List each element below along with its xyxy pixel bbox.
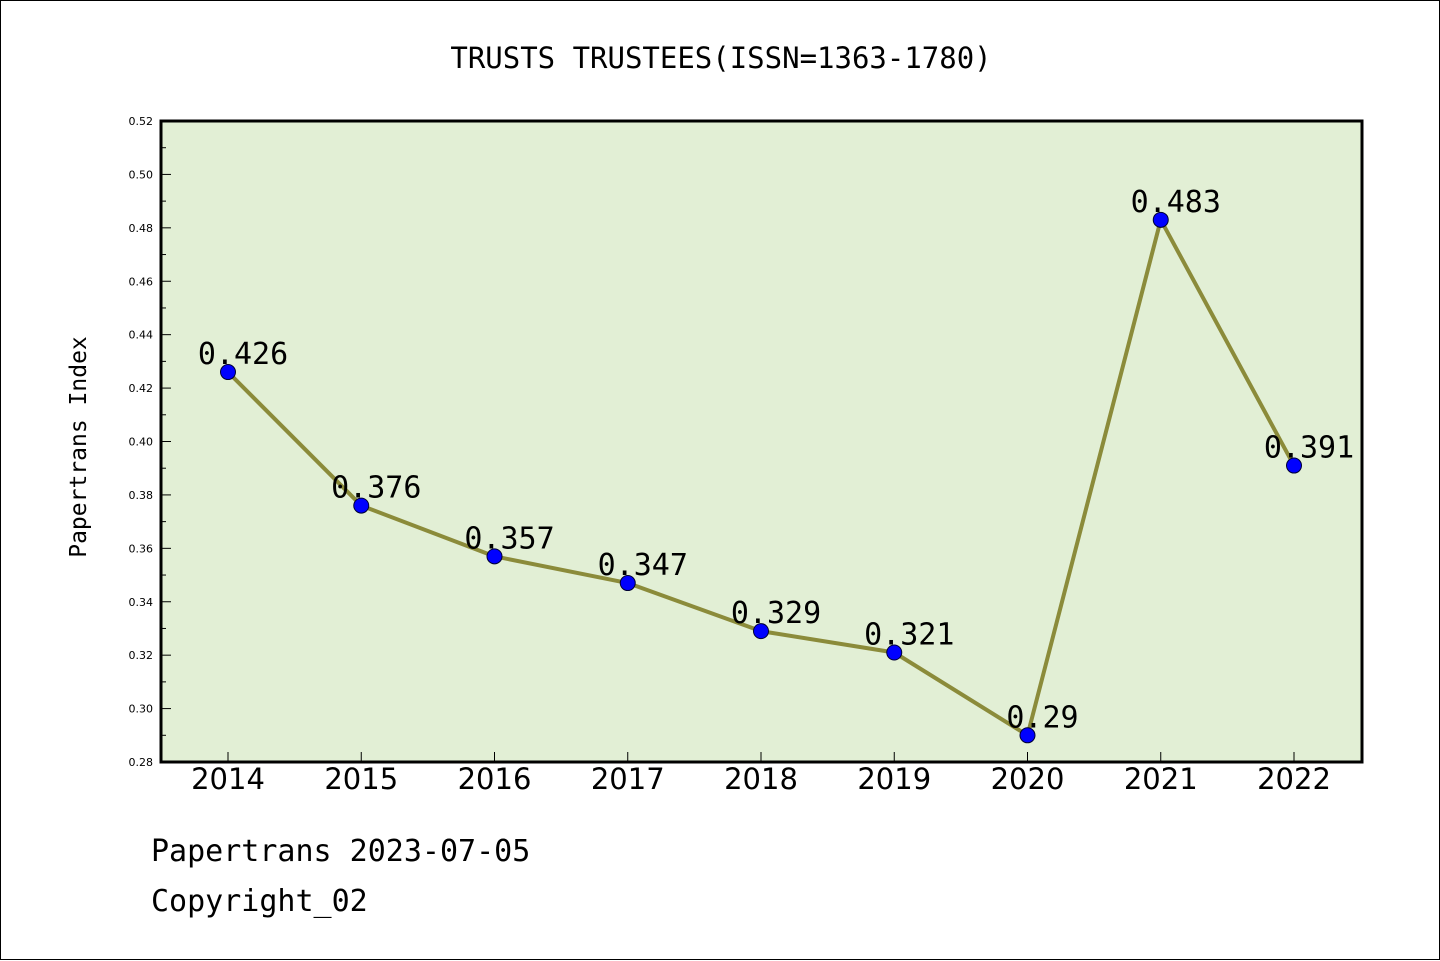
data-label: 0.391 bbox=[1264, 431, 1354, 466]
data-point bbox=[1152, 211, 1169, 228]
data-point bbox=[353, 497, 370, 514]
footer-copyright: Copyright_02 bbox=[151, 884, 368, 919]
x-tick-label: 2017 bbox=[591, 762, 665, 796]
y-axis: 0.28 0.30 0.32 0.34 0.36 0.38 0.40 0.42 0.44 0.46… bbox=[129, 115, 171, 769]
data-point bbox=[1286, 457, 1302, 474]
y-tick-label: 0.32 bbox=[129, 649, 154, 662]
data-label: 0.329 bbox=[731, 596, 821, 631]
y-tick-label: 0.46 bbox=[129, 275, 154, 288]
x-tick-label: 2021 bbox=[1124, 762, 1198, 796]
chart-title: TRUSTS TRUSTEES(ISSN=1363-1780) bbox=[450, 41, 991, 75]
data-point bbox=[486, 548, 503, 565]
data-label: 0.357 bbox=[464, 521, 554, 556]
y-tick-label: 0.40 bbox=[129, 436, 154, 449]
data-point bbox=[886, 644, 903, 661]
x-axis: 2014 2015 2016 2017 2018 2019 2020 2021 2022 bbox=[191, 752, 1331, 796]
x-tick-label: 2022 bbox=[1257, 762, 1331, 796]
y-tick-label: 0.48 bbox=[129, 222, 154, 235]
data-label: 0.483 bbox=[1131, 185, 1221, 220]
x-tick-label: 2020 bbox=[991, 762, 1065, 796]
data-point bbox=[619, 575, 636, 592]
y-tick-label: 0.52 bbox=[129, 115, 154, 128]
y-tick-label: 0.28 bbox=[129, 756, 154, 769]
data-label: 0.321 bbox=[864, 617, 954, 652]
y-tick-label: 0.38 bbox=[129, 489, 154, 502]
x-tick-label: 2015 bbox=[324, 762, 398, 796]
y-tick-label: 0.44 bbox=[129, 329, 154, 342]
plot-area bbox=[159, 119, 1364, 764]
data-point bbox=[220, 364, 236, 381]
series-group: 0.426 0.376 0.357 0.347 0.329 0.321 0.29 0.483 0… bbox=[198, 185, 1354, 744]
x-tick-label: 2018 bbox=[724, 762, 798, 796]
y-tick-label: 0.42 bbox=[129, 382, 154, 395]
y-tick-label: 0.30 bbox=[129, 703, 154, 716]
footer-date: Papertrans 2023-07-05 bbox=[151, 834, 531, 869]
data-label: 0.426 bbox=[198, 337, 288, 372]
x-tick-label: 2016 bbox=[458, 762, 532, 796]
data-label: 0.29 bbox=[1006, 700, 1078, 735]
y-tick-label: 0.50 bbox=[129, 168, 154, 181]
data-point bbox=[1019, 727, 1036, 744]
y-tick-label: 0.34 bbox=[129, 596, 154, 609]
x-tick-label: 2014 bbox=[191, 762, 265, 796]
y-tick-label: 0.36 bbox=[129, 542, 154, 555]
y-axis-label: Papertrans Index bbox=[66, 336, 92, 558]
data-label: 0.376 bbox=[331, 471, 421, 506]
data-point bbox=[753, 623, 769, 640]
x-tick-label: 2019 bbox=[857, 762, 931, 796]
data-label: 0.347 bbox=[598, 548, 688, 583]
